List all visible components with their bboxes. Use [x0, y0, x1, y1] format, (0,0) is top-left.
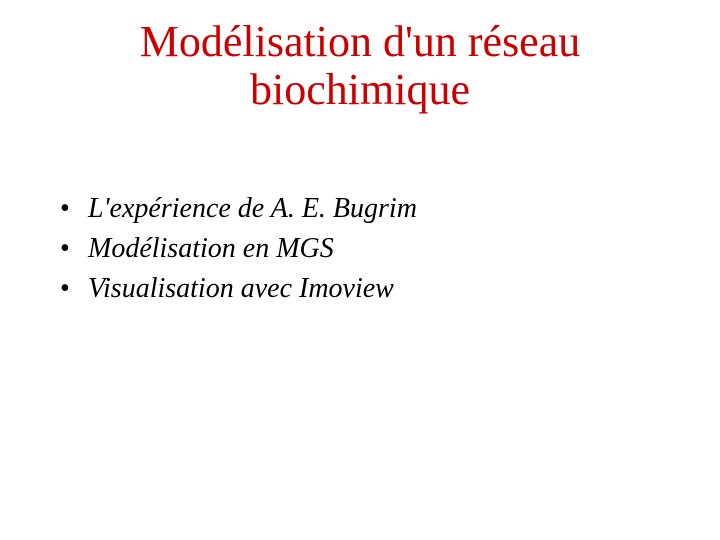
bullet-text: Modélisation en MGS [88, 230, 660, 268]
bullet-text: L'expérience de A. E. Bugrim [88, 190, 660, 228]
slide: Modélisation d'un réseau biochimique • L… [0, 0, 720, 540]
bullet-text: Visualisation avec Imoview [88, 270, 660, 308]
list-item: • L'expérience de A. E. Bugrim [60, 190, 660, 228]
list-item: • Visualisation avec Imoview [60, 270, 660, 308]
bullet-list: • L'expérience de A. E. Bugrim • Modélis… [60, 190, 660, 309]
list-item: • Modélisation en MGS [60, 230, 660, 268]
bullet-icon: • [60, 230, 88, 268]
slide-title: Modélisation d'un réseau biochimique [0, 18, 720, 115]
bullet-icon: • [60, 270, 88, 308]
bullet-icon: • [60, 190, 88, 228]
